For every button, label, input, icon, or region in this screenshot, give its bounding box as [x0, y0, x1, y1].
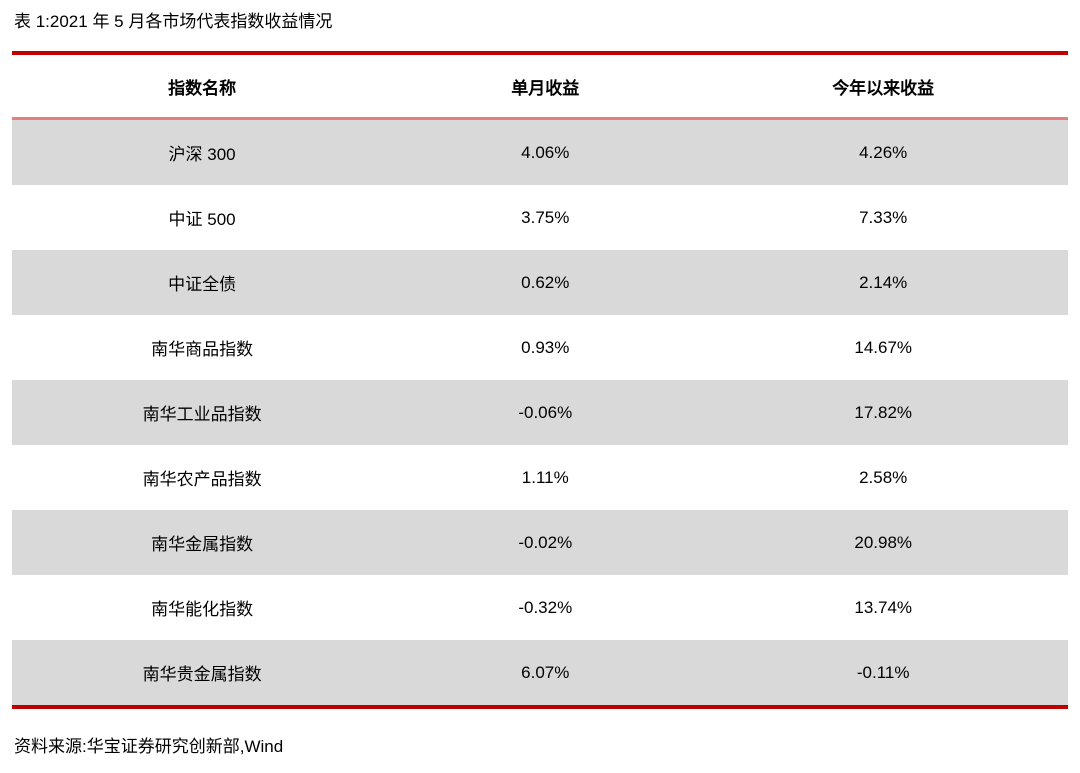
index-name-cell: 中证 500 [168, 210, 236, 229]
monthly-return-cell: -0.02% [518, 532, 573, 552]
index-name-cell: 南华农产品指数 [142, 470, 262, 489]
index-name-cell: 南华商品指数 [151, 340, 254, 359]
table-row: 南华能化指数 -0.32% 13.74% [12, 575, 1068, 640]
table-row: 南华农产品指数 1.11% 2.58% [12, 445, 1068, 510]
monthly-return-cell: 1.11% [521, 467, 569, 487]
header-row: 指数名称 单月收益 今年以来收益 [12, 53, 1068, 120]
index-name-cell: 中证全债 [168, 275, 237, 294]
table-row: 南华金属指数 -0.02% 20.98% [12, 510, 1068, 575]
table-row: 沪深 300 4.06% 4.26% [12, 118, 1068, 185]
monthly-return-cell: 3.75% [521, 207, 570, 227]
ytd-return-cell: 2.58% [859, 467, 908, 487]
ytd-return-cell: 4.26% [859, 142, 908, 162]
ytd-return-cell: -0.11% [856, 662, 910, 682]
index-returns-table: 指数名称 单月收益 今年以来收益 沪深 300 4.06% 4.26% 中证 5… [12, 51, 1068, 709]
table-header: 指数名称 单月收益 今年以来收益 [12, 53, 1068, 120]
monthly-return-cell: 0.62% [521, 272, 570, 292]
column-header-index-name: 指数名称 [12, 53, 393, 120]
monthly-return-cell: -0.06% [518, 402, 573, 422]
report-table-page: 表 1:2021 年 5 月各市场代表指数收益情况 指数名称 单月收益 今年以来… [0, 10, 1080, 773]
ytd-return-cell: 17.82% [854, 402, 913, 422]
monthly-return-cell: 4.06% [521, 142, 570, 162]
index-name-cell: 南华能化指数 [151, 600, 254, 619]
table-title: 表 1:2021 年 5 月各市场代表指数收益情况 [14, 12, 333, 31]
ytd-return-cell: 2.14% [859, 272, 908, 292]
table-row: 中证 500 3.75% 7.33% [12, 185, 1068, 250]
index-name-cell: 南华金属指数 [151, 535, 254, 554]
table-row: 南华商品指数 0.93% 14.67% [12, 315, 1068, 380]
table-row: 中证全债 0.62% 2.14% [12, 250, 1068, 315]
column-header-ytd-return: 今年以来收益 [698, 53, 1068, 120]
ytd-return-cell: 7.33% [859, 207, 908, 227]
table-body: 沪深 300 4.06% 4.26% 中证 500 3.75% 7.33% 中证… [12, 118, 1068, 707]
table-row: 南华贵金属指数 6.07% -0.11% [12, 640, 1068, 707]
index-name-cell: 沪深 300 [168, 145, 236, 164]
monthly-return-cell: 0.93% [521, 337, 570, 357]
ytd-return-cell: 13.74% [854, 597, 913, 617]
index-name-cell: 南华贵金属指数 [142, 665, 262, 684]
column-header-monthly-return: 单月收益 [392, 53, 699, 120]
source-note: 资料来源:华宝证券研究创新部,Wind [14, 737, 284, 756]
ytd-return-cell: 14.67% [854, 337, 913, 357]
index-name-cell: 南华工业品指数 [142, 405, 262, 424]
table-row: 南华工业品指数 -0.06% 17.82% [12, 380, 1068, 445]
monthly-return-cell: -0.32% [518, 597, 573, 617]
ytd-return-cell: 20.98% [854, 532, 913, 552]
monthly-return-cell: 6.07% [521, 662, 570, 682]
